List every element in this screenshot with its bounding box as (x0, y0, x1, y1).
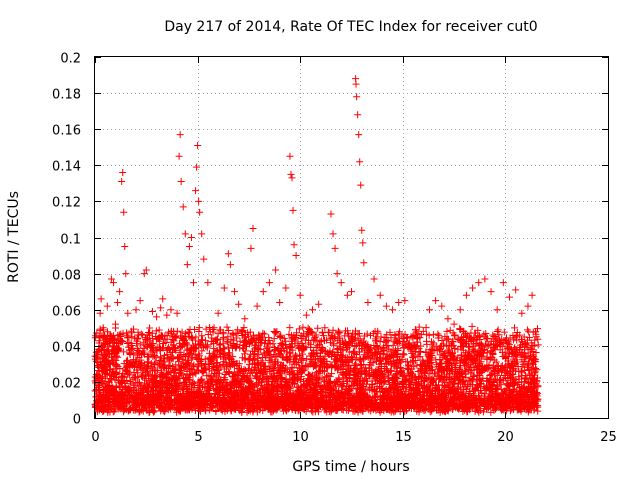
data-point (422, 337, 430, 345)
data-point (422, 324, 430, 332)
data-point (373, 333, 381, 341)
data-point (157, 353, 165, 361)
data-point (161, 408, 169, 416)
data-point (198, 336, 206, 344)
data-point (451, 332, 459, 340)
data-point (198, 347, 206, 355)
data-point (286, 324, 294, 332)
data-point (413, 361, 421, 369)
data-point (314, 324, 322, 332)
data-point (276, 332, 284, 340)
data-point (503, 344, 511, 352)
data-point (240, 324, 248, 332)
data-point (443, 341, 451, 349)
data-point (164, 345, 172, 353)
data-point (519, 360, 527, 368)
data-point (195, 352, 203, 360)
data-point (468, 322, 476, 330)
data-point (223, 323, 231, 331)
data-point (198, 332, 206, 340)
data-point (299, 323, 307, 331)
data-point (202, 325, 210, 333)
data-point (163, 346, 171, 354)
data-point (115, 331, 123, 339)
data-point (324, 329, 332, 337)
data-point (534, 341, 542, 349)
data-point (410, 363, 418, 371)
data-points (91, 75, 542, 416)
data-point (495, 331, 503, 339)
data-point (272, 329, 280, 337)
data-point (523, 326, 531, 334)
data-point (195, 324, 203, 332)
data-point (320, 332, 328, 340)
data-point (169, 362, 177, 370)
data-point (213, 335, 221, 343)
data-point (336, 329, 344, 337)
data-point (211, 389, 219, 397)
data-point (175, 354, 183, 362)
data-point (223, 337, 231, 345)
data-point (187, 355, 195, 363)
data-point (380, 337, 388, 345)
data-point (265, 334, 273, 342)
data-point (271, 328, 279, 336)
data-point (241, 350, 249, 358)
data-point (185, 329, 193, 337)
data-point (238, 328, 246, 336)
data-point (494, 326, 502, 334)
